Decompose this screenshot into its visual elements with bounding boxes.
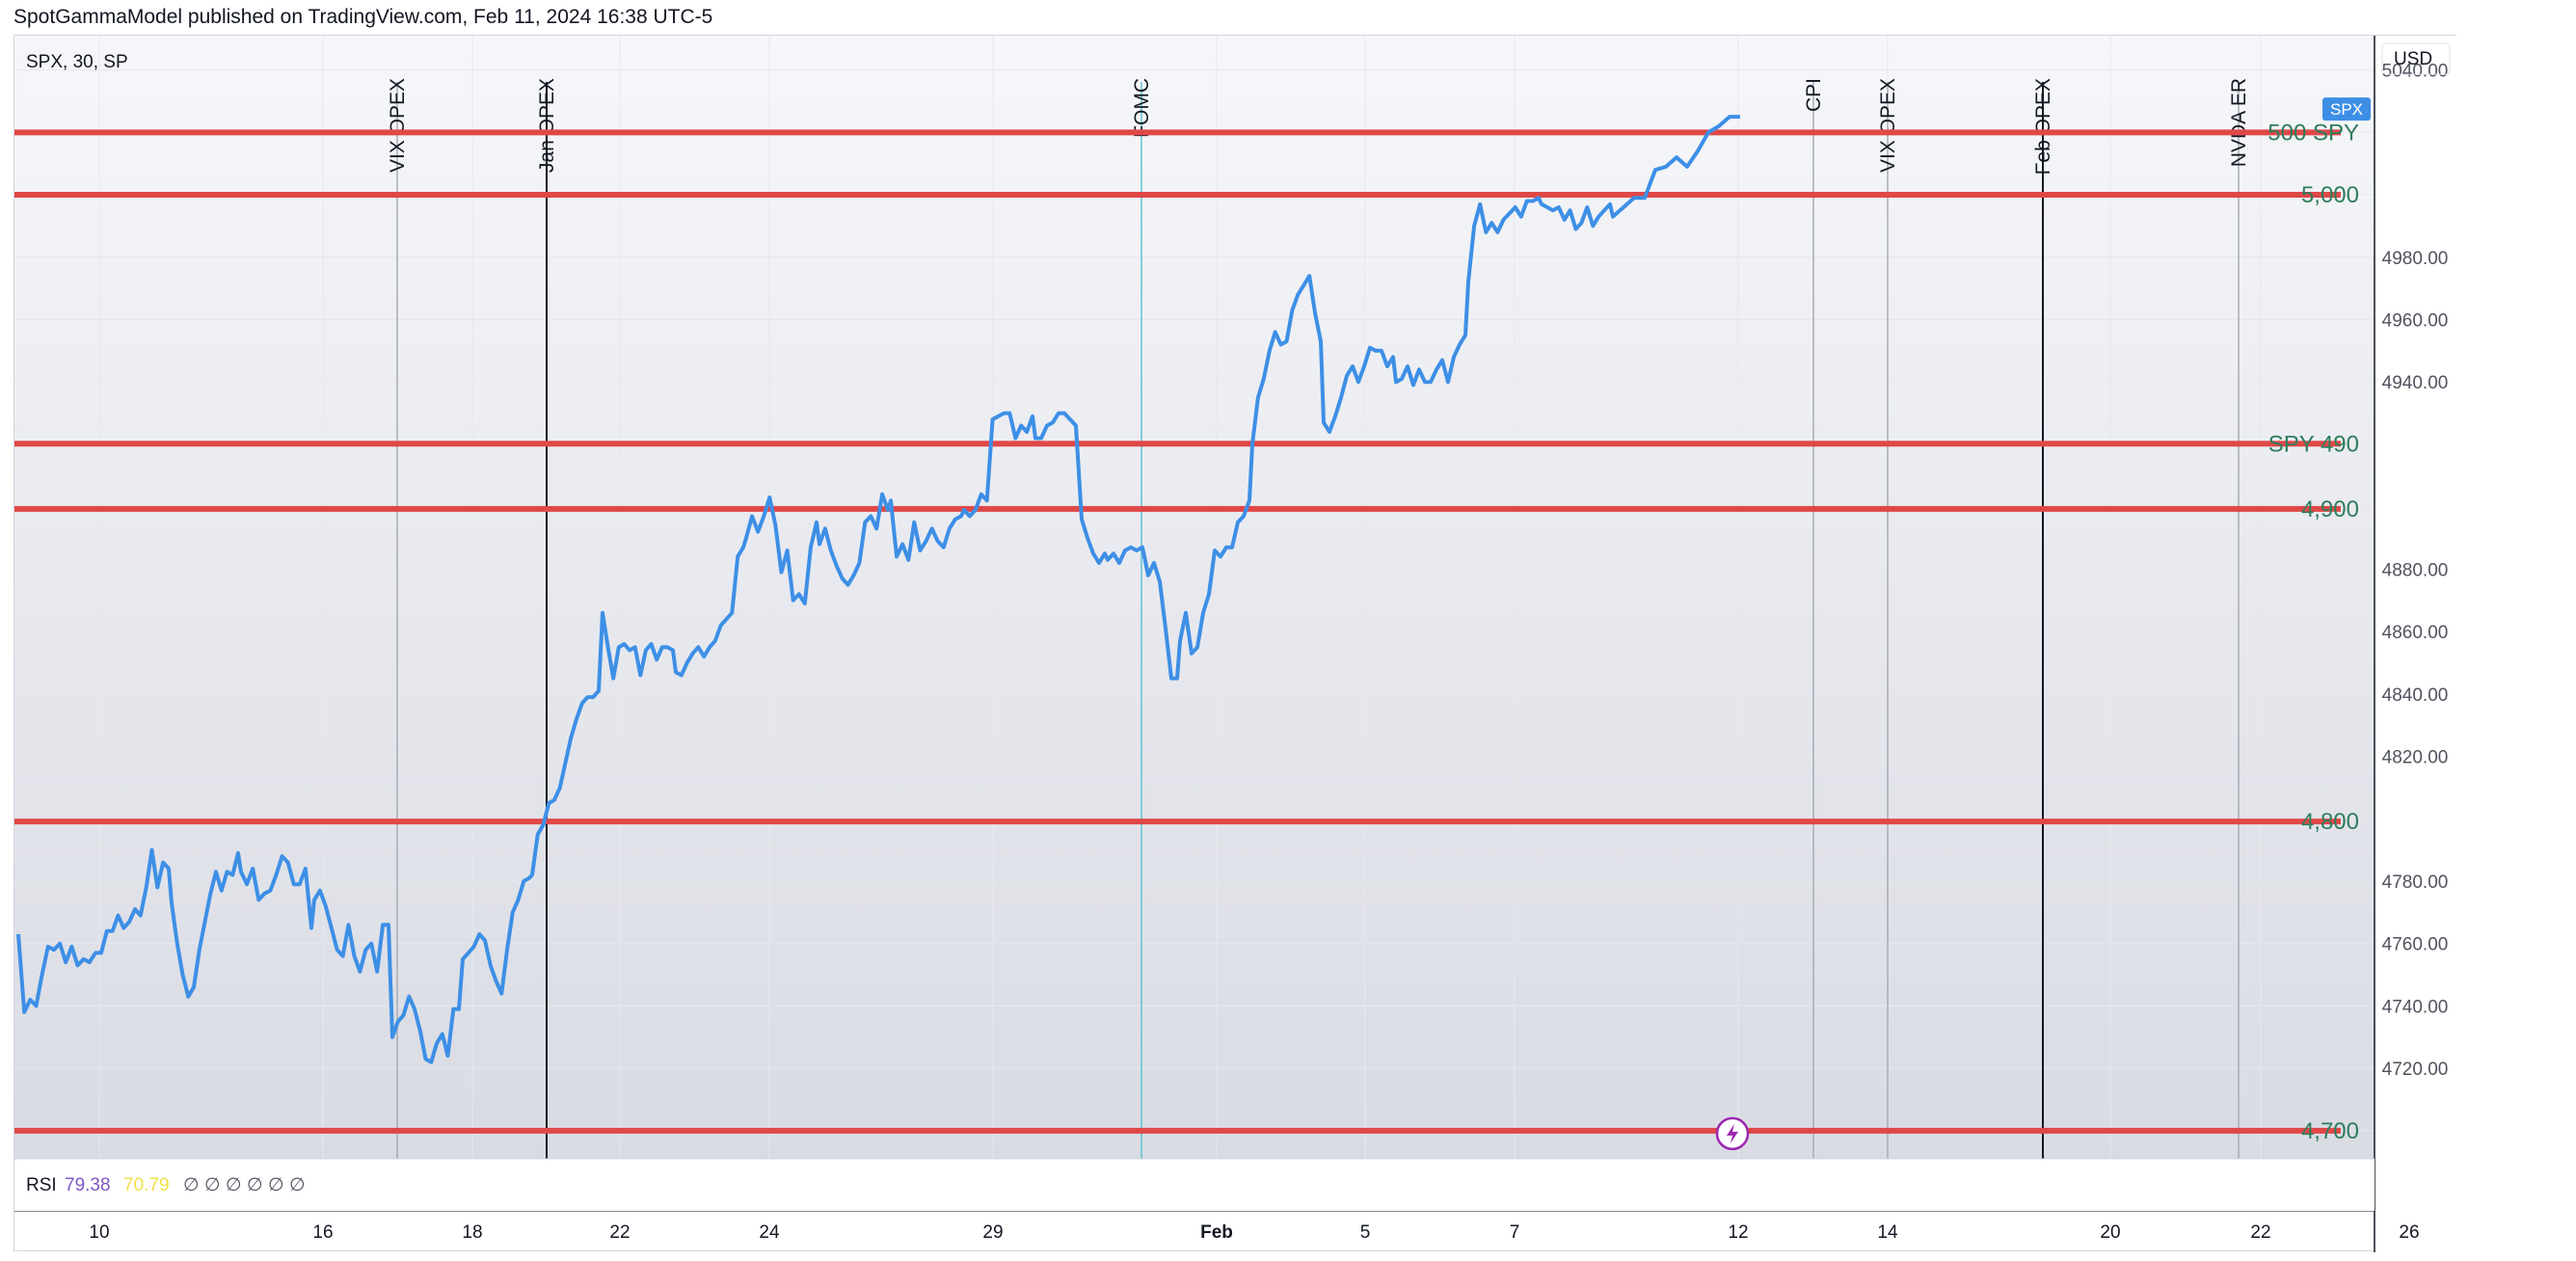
rsi-pane-background xyxy=(14,1159,2375,1211)
x-tick-label: 5 xyxy=(1360,1222,1371,1243)
x-tick-label: 24 xyxy=(759,1222,780,1243)
spx-series-tag: SPX xyxy=(2322,97,2371,121)
level-label: 5,000 xyxy=(2301,182,2359,208)
x-tick-label: 29 xyxy=(982,1222,1003,1243)
y-tick-label: 4780.00 xyxy=(2382,872,2449,893)
x-tick-label: 16 xyxy=(312,1222,333,1243)
event-label: Feb OPEX xyxy=(2032,78,2054,174)
rsi-empty-value: ∅ xyxy=(247,1175,263,1195)
plot-background xyxy=(14,36,2375,1159)
rsi-pane: RSI 79.38 70.79 ∅ ∅ ∅ ∅ ∅ ∅ xyxy=(14,1159,2375,1211)
y-tick-label: 4940.00 xyxy=(2382,373,2449,393)
x-tick-label: 10 xyxy=(89,1222,109,1243)
y-tick-label: 4740.00 xyxy=(2382,997,2449,1017)
event-label: NVDA ER xyxy=(2228,78,2250,167)
rsi-empty-value: ∅ xyxy=(204,1175,221,1195)
x-tick-label: 20 xyxy=(2100,1222,2120,1243)
x-tick-label: 7 xyxy=(1510,1222,1520,1243)
rsi-empty-value: ∅ xyxy=(183,1175,200,1195)
y-tick-label: 4960.00 xyxy=(2382,310,2449,331)
y-tick-label: 4760.00 xyxy=(2382,935,2449,955)
event-label: Jan OPEX xyxy=(536,78,558,173)
event-label: VIX OPEX xyxy=(387,78,409,173)
rsi-empty-value: ∅ xyxy=(289,1175,306,1195)
level-label: 4,800 xyxy=(2301,809,2359,835)
level-label: 4,700 xyxy=(2301,1118,2359,1144)
y-tick-label: 4840.00 xyxy=(2382,685,2449,706)
rsi-value-secondary: 70.79 xyxy=(123,1175,170,1195)
event-label: VIX OPEX xyxy=(1877,78,1899,173)
y-tick-label: 4820.00 xyxy=(2382,748,2449,768)
x-tick-label: 22 xyxy=(609,1222,630,1243)
rsi-empty-value: ∅ xyxy=(268,1175,284,1195)
x-tick-label: 12 xyxy=(1728,1222,1748,1243)
chart-frame[interactable]: VIX OPEX Jan OPEX FOMC CPI VIX OPEX Feb OPEX N… xyxy=(13,35,2456,1251)
x-tick-label: 18 xyxy=(462,1222,482,1243)
level-label: SPY 490 xyxy=(2268,431,2359,457)
rsi-value-primary: 79.38 xyxy=(65,1175,111,1195)
x-tick-label: 14 xyxy=(1877,1222,1898,1243)
symbol-label: SPX, 30, SP xyxy=(26,52,128,72)
x-tick-label: 26 xyxy=(2399,1222,2419,1243)
y-tick-label: 4980.00 xyxy=(2382,249,2449,269)
y-tick-label: 4880.00 xyxy=(2382,560,2449,580)
publisher-header: SpotGammaModel published on TradingView.… xyxy=(13,6,712,29)
x-tick-label: Feb xyxy=(1200,1222,1233,1243)
rsi-empty-value: ∅ xyxy=(226,1175,242,1195)
event-label: FOMC xyxy=(1131,78,1153,138)
rsi-label: RSI xyxy=(26,1175,57,1195)
level-label: 4,900 xyxy=(2301,496,2359,523)
event-label: CPI xyxy=(1803,78,1825,112)
level-label: 500 SPY xyxy=(2267,120,2359,146)
lightning-alert-icon[interactable] xyxy=(1717,1118,1748,1149)
x-tick-label: 22 xyxy=(2250,1222,2270,1243)
y-tick-label: 4860.00 xyxy=(2382,623,2449,643)
y-tick-label: 4720.00 xyxy=(2382,1060,2449,1080)
chart-svg[interactable]: VIX OPEX Jan OPEX FOMC CPI VIX OPEX Feb OPEX N… xyxy=(14,36,2457,1252)
currency-label[interactable]: USD xyxy=(2394,49,2432,69)
spx-tag-label: SPX xyxy=(2330,100,2363,119)
